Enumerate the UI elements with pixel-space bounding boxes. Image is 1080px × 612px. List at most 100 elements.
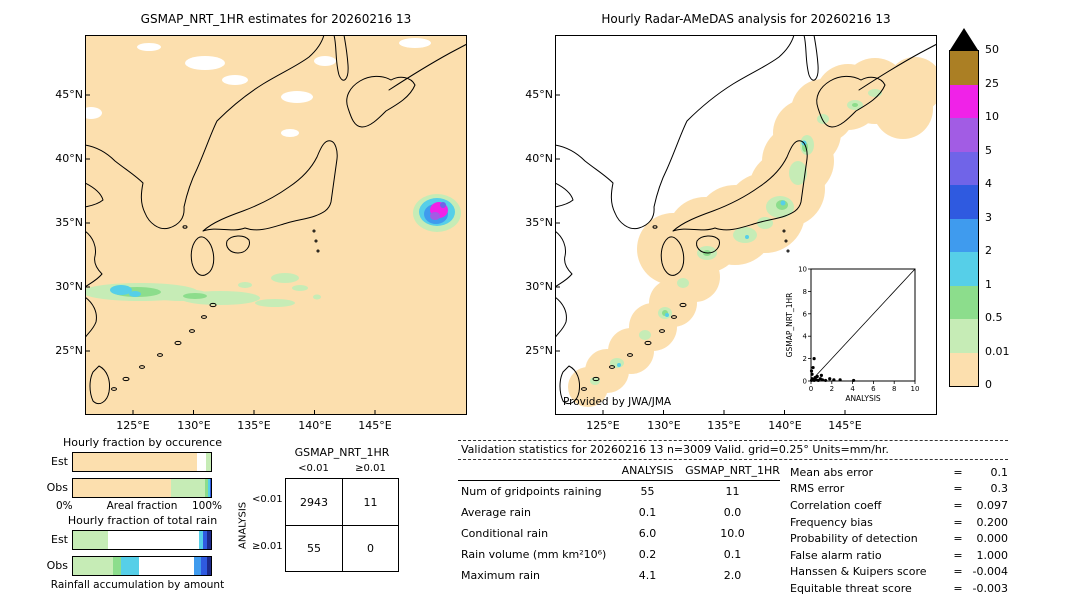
validation-stats-panel: Validation statistics for 20260216 13 n=… [458,440,1008,597]
inset-y-tick: 10 [798,266,807,274]
left-lon-tick: 130°E [177,419,211,432]
stats-table: ANALYSIS GSMAP_NRT_1HR Num of gridpoints… [458,464,780,597]
score-label: RMS error [790,482,845,496]
colorbar-tick: 10 [985,110,999,123]
colorbar-segment [950,118,978,152]
stats-row-analysis-value: 4.1 [638,569,657,582]
equals-sign: = [953,465,963,479]
stats-row: Rain volume (mm km²10⁶) 0.2 0.1 [458,544,780,565]
totalrain-est-label: Est [51,533,68,546]
score-row: RMS error = 0.3 [790,481,1008,498]
colorbar-tick: 2 [985,244,992,257]
score-label: Probability of detection [790,532,918,546]
bar-segment [194,557,202,575]
score-label: Mean abs error [790,465,874,479]
colorbar-segment [950,51,978,85]
inset-ticks [808,268,916,384]
stats-row-label: Conditional rain [461,527,549,540]
bar-segment [197,453,207,471]
stats-table-header: ANALYSIS GSMAP_NRT_1HR [458,464,780,481]
left-lat-tick: 30°N [55,280,83,293]
contingency-col-label: <0.01 [298,463,329,474]
colorbar-overflow-triangle [950,28,978,50]
right-lon-tick: 125°E [586,419,620,432]
inset-x-tick: 10 [911,385,920,393]
right-map-title: Hourly Radar-AMeDAS analysis for 2026021… [601,12,891,26]
colorbar-segment [950,84,978,118]
stats-row: Average rain 0.1 0.0 [458,502,780,523]
colorbar-segment [950,185,978,219]
occurrence-x-min: 0% [56,500,73,512]
colorbar-tick: 1 [985,277,992,291]
left-lon-tick: 125°E [116,419,150,432]
left-lat-tick: 40°N [55,152,83,165]
score-row: Equitable threat score = -0.003 [790,580,1008,597]
inset-ylabel: GSMAP_NRT_1HR [785,293,794,358]
colorbar-tick: 50 [985,43,999,56]
stats-row-label: Num of gridpoints raining [461,485,602,498]
contingency-col-group: GSMAP_NRT_1HR [294,446,390,459]
occurrence-x-max: 100% [192,500,223,512]
colorbar-scale [949,50,979,387]
stats-row: Num of gridpoints raining 55 11 [458,481,780,502]
equals-sign: = [953,581,963,595]
stats-col-gsmap: GSMAP_NRT_1HR [685,464,780,477]
score-value: 0.200 [976,515,1009,529]
occurrence-est-label: Est [51,455,68,468]
colorbar-tick: 0.01 [985,344,1010,358]
inset-scatter: 0 2 4 6 8 10 0 2 4 6 8 10 ANALYSIS GSMAP… [781,255,937,407]
inset-y-tick: 4 [803,333,808,341]
stats-row: Conditional rain 6.0 10.0 [458,523,780,544]
score-row: Hanssen & Kuipers score = -0.004 [790,564,1008,581]
stats-row: Maximum rain 4.1 2.0 [458,565,780,586]
inset-y-tick: 2 [803,355,807,363]
bar-segment [121,557,140,575]
occurrence-xlabel: Areal fraction [106,500,178,512]
left-lat-tick: 35°N [55,216,83,229]
stats-row-gsmap-value: 10.0 [720,527,745,540]
left-lat-tick: 25°N [55,344,83,357]
gsmap-estimates-map [85,35,467,415]
right-lat-tick: 25°N [525,344,553,357]
stats-row-label: Maximum rain [461,569,540,582]
contingency-table: 2943 11 55 0 [285,478,399,572]
equals-sign: = [953,532,963,546]
colorbar-segment [950,319,978,353]
score-row: Mean abs error = 0.1 [790,464,1008,481]
inset-xlabel: ANALYSIS [845,394,881,403]
stats-row-label: Average rain [461,506,531,519]
stats-row-gsmap-value: 11 [725,485,740,498]
bar-segment [206,531,211,549]
equals-sign: = [953,498,963,512]
contingency-col-label: ≥0.01 [355,463,386,474]
bar-segment [209,479,211,497]
score-value: 0.3 [990,482,1009,496]
colorbar-tick: 3 [985,210,992,224]
inset-y-tick: 6 [803,310,808,318]
inset-x-tick: 8 [892,385,896,393]
totalrain-est-bar [72,530,212,550]
colorbar-segment [950,252,978,286]
inset-x-tick: 4 [850,385,855,393]
map-frame [555,35,937,415]
totalrain-obs-bar [72,556,212,576]
stats-scores: Mean abs error = 0.1 RMS error = 0.3 Cor… [780,464,1008,597]
score-row: False alarm ratio = 1.000 [790,547,1008,564]
equals-sign: = [953,548,963,562]
bar-segment [73,453,198,471]
score-value: -0.003 [972,581,1008,595]
stats-row-gsmap-value: 0.0 [723,506,742,519]
occurrence-obs-label: Obs [46,481,68,494]
left-lon-tick: 135°E [237,419,271,432]
right-lat-tick: 30°N [525,280,553,293]
bar-segment [206,453,211,471]
map-frame [85,35,467,415]
score-label: Frequency bias [790,515,873,529]
colorbar-tick: 5 [985,143,992,157]
contingency-row-group: ANALYSIS [237,501,249,549]
score-label: Equitable threat score [790,581,912,595]
inset-y-tick: 0 [803,378,807,386]
colorbar-tick: 0.5 [985,311,1003,324]
score-value: 0.000 [976,532,1009,546]
colorbar-segment [950,218,978,252]
